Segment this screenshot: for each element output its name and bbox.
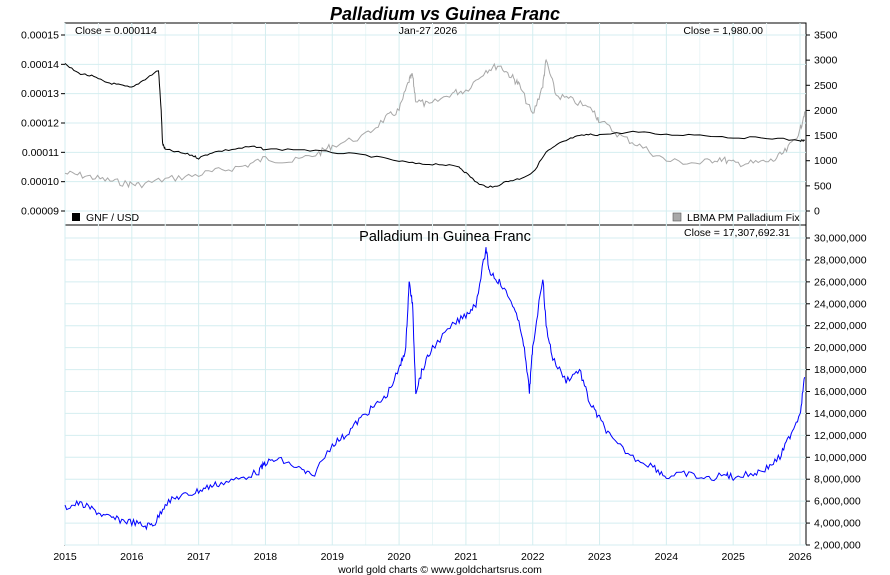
y-bottom-tick-label: 4,000,000 [814, 518, 861, 530]
top-close-right: Close = 1,980.00 [683, 25, 763, 37]
axis-tick-labels: 2015 2016 2017 2018 2019 2020 2021 2022 2023 2024… [21, 30, 867, 564]
y-right-tick-label: 2000 [814, 105, 838, 117]
y-bottom-tick-label: 22,000,000 [814, 320, 867, 332]
y-right-tick-label: 1000 [814, 155, 838, 167]
top-panel-frame [64, 22, 807, 226]
legend-gnf-label: GNF / USD [86, 212, 140, 224]
y-bottom-tick-label: 12,000,000 [814, 430, 867, 442]
y-left-tick-label: 0.00015 [21, 30, 59, 42]
gnf-usd-line [64, 63, 806, 189]
palladium-fix-line [64, 58, 806, 189]
y-bottom-tick-label: 30,000,000 [814, 233, 867, 245]
bottom-panel-frame [64, 224, 807, 546]
legend-gnf-swatch [72, 213, 80, 221]
y-bottom-tick-label: 10,000,000 [814, 452, 867, 464]
palladium-in-gnf-line [64, 247, 806, 531]
x-tick-label: 2019 [321, 551, 345, 563]
x-tick-label: 2022 [521, 551, 545, 563]
y-left-tick-label: 0.00013 [21, 88, 59, 100]
y-left-tick-label: 0.00009 [21, 206, 59, 218]
bottom-panel-title: Palladium In Guinea Franc [359, 229, 531, 245]
y-left-tick-label: 0.00012 [21, 118, 59, 130]
chart-title: Palladium vs Guinea Franc [330, 4, 560, 24]
y-right-tick-label: 3500 [814, 30, 838, 42]
x-tick-label: 2015 [53, 551, 77, 563]
y-bottom-tick-label: 6,000,000 [814, 496, 861, 508]
y-right-tick-label: 0 [814, 206, 820, 218]
bottom-close: Close = 17,307,692.31 [684, 227, 790, 239]
y-right-tick-label: 2500 [814, 80, 838, 92]
y-left-tick-label: 0.00014 [21, 59, 59, 71]
x-tick-label: 2025 [722, 551, 746, 563]
y-right-tick-label: 500 [814, 180, 832, 192]
footer-credit: world gold charts © www.goldchartsrus.co… [337, 564, 542, 575]
y-bottom-tick-label: 24,000,000 [814, 298, 867, 310]
top-date: Jan-27 2026 [399, 25, 458, 37]
top-close-left: Close = 0.000114 [75, 25, 157, 37]
y-bottom-tick-label: 20,000,000 [814, 342, 867, 354]
y-left-tick-label: 0.00011 [22, 147, 59, 159]
y-right-tick-label: 1500 [814, 130, 838, 142]
x-tick-label: 2021 [454, 551, 478, 563]
y-bottom-tick-label: 28,000,000 [814, 254, 867, 266]
legend-palladium-label: LBMA PM Palladium Fix [687, 212, 800, 224]
top-panel-grid [64, 23, 806, 225]
x-tick-label: 2017 [187, 551, 211, 563]
x-tick-label: 2020 [387, 551, 411, 563]
x-tick-label: 2016 [120, 551, 144, 563]
y-left-tick-label: 0.00010 [21, 176, 59, 188]
bottom-panel-grid [64, 225, 806, 546]
y-right-tick-label: 3000 [814, 55, 838, 67]
x-tick-label: 2018 [254, 551, 278, 563]
legend-palladium-swatch [672, 212, 682, 222]
y-bottom-tick-label: 16,000,000 [814, 386, 867, 398]
x-tick-label: 2023 [588, 551, 612, 563]
y-bottom-tick-label: 18,000,000 [814, 364, 867, 376]
y-bottom-tick-label: 8,000,000 [814, 474, 861, 486]
y-bottom-tick-label: 2,000,000 [814, 540, 861, 552]
x-tick-label: 2026 [788, 551, 812, 563]
y-bottom-tick-label: 14,000,000 [814, 408, 867, 420]
x-tick-label: 2024 [655, 551, 679, 563]
y-bottom-tick-label: 26,000,000 [814, 276, 867, 288]
